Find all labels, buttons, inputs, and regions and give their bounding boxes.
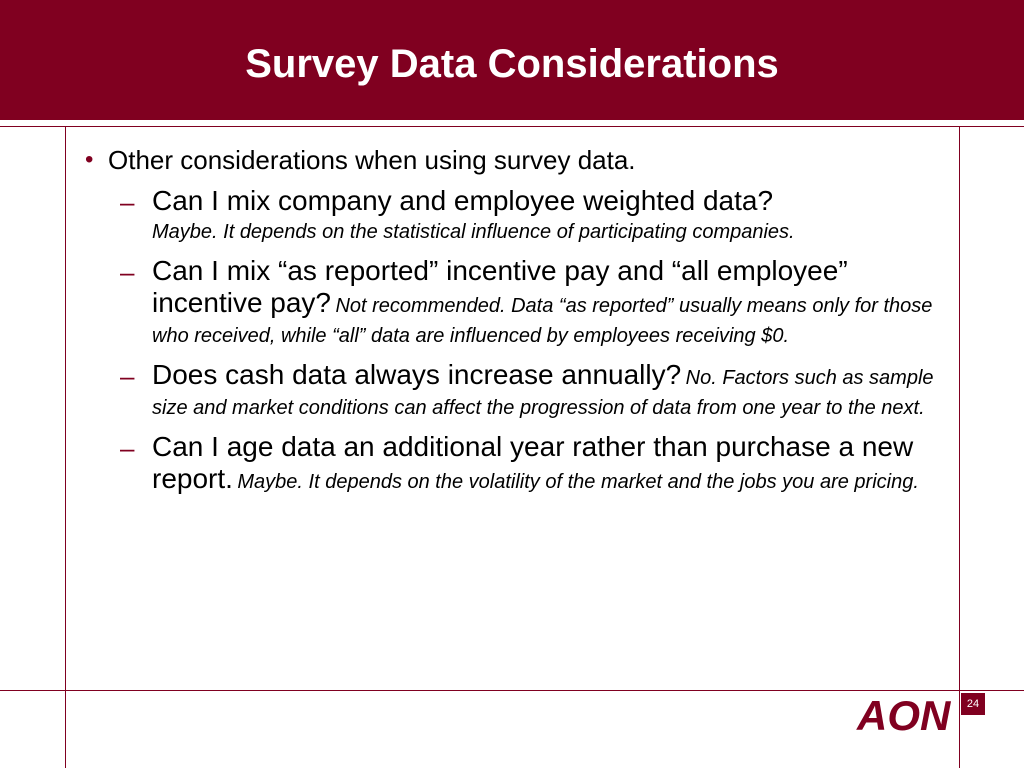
sub-item: – Can I mix company and employee weighte…	[80, 185, 950, 247]
footer-divider	[0, 690, 1024, 691]
answer-text: Maybe. It depends on the volatility of t…	[237, 471, 919, 493]
page-number: 24	[961, 693, 985, 715]
slide-body: • Other considerations when using survey…	[80, 143, 950, 497]
title-bar: Survey Data Considerations	[0, 0, 1024, 120]
question-text: Can I age data an additional year rather…	[152, 431, 914, 494]
question-text: Can I mix company and employee weighted …	[152, 185, 774, 216]
sub-item: – Can I mix “as reported” incentive pay …	[80, 255, 950, 351]
question-text: Can I mix “as reported” incentive pay an…	[152, 255, 848, 318]
left-border-line	[65, 126, 66, 768]
sub-item: – Can I age data an additional year rath…	[80, 431, 950, 497]
header-divider	[0, 126, 1024, 127]
answer-text: Maybe. It depends on the statistical inf…	[152, 221, 795, 243]
aon-logo: AON	[855, 692, 955, 741]
right-border-line	[959, 126, 960, 768]
logo-text: AON	[856, 692, 952, 736]
dash-marker: –	[120, 257, 135, 287]
slide-title: Survey Data Considerations	[245, 42, 779, 86]
dash-marker: –	[120, 433, 135, 463]
bullet-marker: •	[85, 146, 94, 173]
sub-item: – Does cash data always increase annuall…	[80, 359, 950, 423]
answer-text: Not recommended. Data “as reported” usua…	[152, 295, 933, 347]
question-text: Does cash data always increase annually?	[152, 359, 682, 390]
dash-marker: –	[120, 187, 135, 217]
main-bullet: • Other considerations when using survey…	[80, 143, 950, 177]
dash-marker: –	[120, 361, 135, 391]
answer-text: No. Factors such as sample size and mark…	[152, 367, 934, 419]
bullet-text: Other considerations when using survey d…	[108, 145, 636, 175]
